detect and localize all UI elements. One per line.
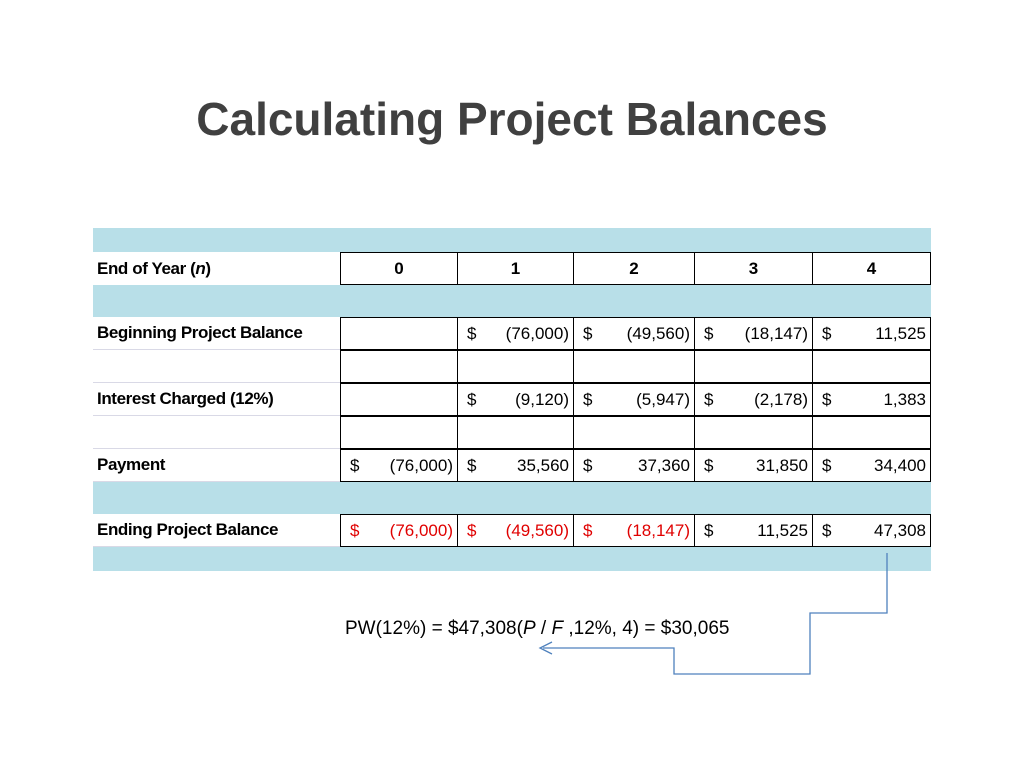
year-2-header: 2 xyxy=(573,252,695,285)
table-cell: $11,525 xyxy=(812,317,931,350)
present-worth-formula: PW(12%) = $47,308(P / F ,12%, 4) = $30,0… xyxy=(345,618,730,639)
amount: 11,525 xyxy=(757,520,808,540)
currency-symbol: $ xyxy=(350,455,360,475)
spacer-label xyxy=(93,350,340,383)
table-cell: $ (5,947) xyxy=(573,383,695,416)
amount: (9,120) xyxy=(515,389,569,409)
currency-symbol: $ xyxy=(704,455,714,475)
amount: (76,000) xyxy=(505,323,569,343)
row-label: Interest Charged (12%) xyxy=(93,383,340,416)
empty-cell xyxy=(694,350,813,383)
amount: 35,560 xyxy=(517,455,569,475)
table-body: Beginning Project Balance $ (76,000) $ (49,5… xyxy=(93,317,931,547)
year-0-header: 0 xyxy=(340,252,458,285)
year-1-header: 1 xyxy=(457,252,574,285)
currency-symbol: $ xyxy=(467,323,477,343)
table-cell: $37,360 xyxy=(573,449,695,482)
amount: 11,525 xyxy=(875,323,926,343)
amount: (18,147) xyxy=(744,323,808,343)
empty-cell xyxy=(457,416,574,449)
currency-symbol: $ xyxy=(350,520,360,540)
table-row: Interest Charged (12%) $ (9,120) $ (5,947) $ (… xyxy=(93,383,931,416)
amount: (49,560) xyxy=(505,520,569,540)
table-cell: $ (49,560) xyxy=(457,514,574,547)
end-of-year-label: End of Year (n ) xyxy=(93,252,340,285)
slide-title: Calculating Project Balances xyxy=(196,93,828,145)
year-header-row: End of Year (n ) 0 1 2 3 4 xyxy=(93,252,931,285)
table-cell: $11,525 xyxy=(694,514,813,547)
table-band xyxy=(93,482,931,514)
currency-symbol: $ xyxy=(583,389,593,409)
currency-symbol: $ xyxy=(822,323,832,343)
currency-symbol: $ xyxy=(583,520,593,540)
currency-symbol: $ xyxy=(822,389,832,409)
spacer-label xyxy=(93,416,340,449)
row-label: Ending Project Balance xyxy=(93,514,340,547)
empty-cell xyxy=(340,416,458,449)
currency-symbol: $ xyxy=(822,455,832,475)
amount: (18,147) xyxy=(626,520,690,540)
empty-cell xyxy=(340,350,458,383)
row-label: Beginning Project Balance xyxy=(93,317,340,350)
amount: (2,178) xyxy=(754,389,808,409)
table-cell: $35,560 xyxy=(457,449,574,482)
empty-cell xyxy=(812,416,931,449)
currency-symbol: $ xyxy=(704,520,714,540)
amount: 1,383 xyxy=(883,389,926,409)
table-band xyxy=(93,547,931,571)
spacer-row xyxy=(93,416,931,449)
table-cell: $31,850 xyxy=(694,449,813,482)
currency-symbol: $ xyxy=(822,520,832,540)
empty-cell xyxy=(573,350,695,383)
currency-symbol: $ xyxy=(583,323,593,343)
amount: (49,560) xyxy=(626,323,690,343)
connector-line xyxy=(543,553,888,675)
currency-symbol: $ xyxy=(704,389,714,409)
table-cell: $ (76,000) xyxy=(340,514,458,547)
table-cell: $ (76,000) xyxy=(457,317,574,350)
amount: (76,000) xyxy=(389,520,453,540)
table-cell: $ (18,147) xyxy=(573,514,695,547)
row-label: Payment xyxy=(93,449,340,482)
table-row: Beginning Project Balance $ (76,000) $ (49,5… xyxy=(93,317,931,350)
arrow-head-icon xyxy=(538,641,553,655)
table-cell: $1,383 xyxy=(812,383,931,416)
table-cell: $47,308 xyxy=(812,514,931,547)
table-cell: $34,400 xyxy=(812,449,931,482)
amount: 47,308 xyxy=(874,520,926,540)
table-row: Ending Project Balance $ (76,000) $ (49,560)… xyxy=(93,514,931,547)
project-balance-table: End of Year (n ) 0 1 2 3 4 Beginning Pro… xyxy=(93,228,931,571)
amount: 37,360 xyxy=(638,455,690,475)
currency-symbol: $ xyxy=(467,455,477,475)
year-4-header: 4 xyxy=(812,252,931,285)
currency-symbol: $ xyxy=(467,520,477,540)
spacer-row xyxy=(93,350,931,383)
amount: 31,850 xyxy=(756,455,808,475)
table-cell: $ (49,560) xyxy=(573,317,695,350)
empty-cell xyxy=(573,416,695,449)
table-cell: $ (76,000) xyxy=(340,449,458,482)
table-cell xyxy=(340,317,458,350)
table-band xyxy=(93,228,931,252)
currency-symbol: $ xyxy=(583,455,593,475)
currency-symbol: $ xyxy=(704,323,714,343)
empty-cell xyxy=(694,416,813,449)
table-cell: $ (18,147) xyxy=(694,317,813,350)
empty-cell xyxy=(812,350,931,383)
currency-symbol: $ xyxy=(467,389,477,409)
amount: (5,947) xyxy=(636,389,690,409)
amount: 34,400 xyxy=(874,455,926,475)
table-band xyxy=(93,285,931,317)
year-3-header: 3 xyxy=(694,252,813,285)
table-cell: $ (9,120) xyxy=(457,383,574,416)
table-cell: $ (2,178) xyxy=(694,383,813,416)
amount: (76,000) xyxy=(389,455,453,475)
empty-cell xyxy=(457,350,574,383)
table-row: Payment $ (76,000) $35,560 $37,360 $31,850 $34… xyxy=(93,449,931,482)
table-cell xyxy=(340,383,458,416)
